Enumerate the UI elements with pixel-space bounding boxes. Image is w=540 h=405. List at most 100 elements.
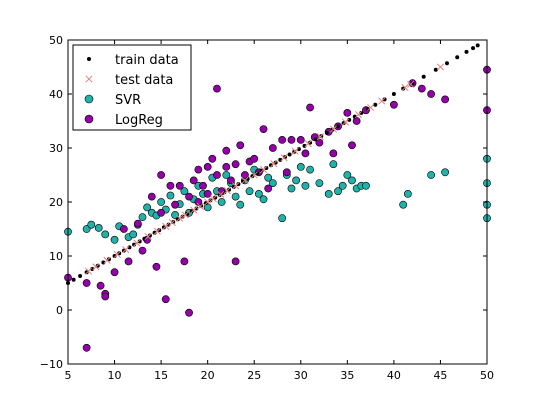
train-data-point — [324, 130, 329, 135]
train-data-point — [433, 67, 438, 72]
train-data-point — [236, 182, 241, 187]
logreg-point — [185, 192, 193, 201]
logreg-point — [199, 181, 207, 190]
test-data-point-stroke — [329, 125, 337, 133]
test-data-point-stroke — [407, 80, 415, 88]
train-data-point — [341, 121, 346, 126]
test-data-point-stroke — [232, 182, 240, 190]
train-data-point — [475, 43, 480, 48]
test-data-point — [280, 154, 288, 162]
svr-point — [245, 187, 254, 196]
logreg-point — [203, 189, 212, 198]
legend-item: SVR — [84, 93, 141, 108]
x-tick-label: 35 — [340, 369, 354, 382]
test-data-point-stroke — [162, 222, 170, 230]
svr-point — [101, 230, 110, 239]
train-data-point — [336, 124, 341, 129]
svr-point — [264, 173, 273, 182]
test-data-point-stroke — [204, 198, 212, 206]
train-data-point — [373, 102, 378, 107]
test-data-point-stroke — [304, 140, 312, 148]
legend-marker — [84, 94, 94, 104]
train-data-point — [106, 257, 111, 262]
test-data-point-stroke — [378, 97, 386, 105]
y-tick-label: 10 — [49, 250, 63, 263]
x-tick-label: 10 — [108, 369, 122, 382]
test-data-point-stroke — [84, 267, 93, 275]
svr-point — [403, 189, 412, 198]
train-data-point — [161, 225, 166, 230]
svr-point — [143, 203, 152, 212]
svr-point — [217, 198, 226, 206]
svr-point — [301, 181, 310, 190]
train-data-point — [471, 46, 476, 51]
test-data-point — [153, 227, 161, 235]
train-data-point — [121, 248, 126, 253]
test-data-point-stroke — [122, 245, 130, 254]
test-data-point-stroke — [133, 239, 141, 247]
svr-point — [129, 230, 138, 239]
logreg-point — [180, 257, 189, 266]
test-data-point-stroke — [217, 190, 225, 198]
test-data-point — [401, 83, 409, 92]
svr-point — [334, 187, 342, 196]
test-data-point-stroke — [144, 233, 152, 241]
logreg-point — [133, 219, 142, 228]
legend-label: test data — [115, 73, 173, 88]
logreg-point — [315, 138, 324, 147]
legend-item: test data — [85, 73, 173, 88]
test-data-point-stroke — [176, 214, 184, 222]
test-data-point-stroke — [103, 256, 111, 264]
logreg-point — [166, 181, 175, 190]
test-data-point — [250, 171, 258, 179]
test-data-point — [209, 195, 217, 203]
test-data-point-stroke — [209, 195, 217, 203]
logreg-point — [222, 162, 231, 171]
train-data-point — [308, 140, 313, 145]
logreg-point — [259, 125, 268, 134]
legend-box — [72, 44, 192, 131]
legend-item: LogReg — [84, 113, 163, 128]
svr-point — [348, 176, 356, 185]
train-data-point — [137, 239, 142, 244]
logreg-point — [96, 281, 105, 290]
logreg-point — [231, 160, 240, 169]
test-data-point — [316, 133, 324, 141]
test-data-point-stroke — [250, 171, 258, 179]
test-data-point — [168, 218, 176, 227]
svr-point — [306, 165, 314, 174]
train-data-point — [112, 254, 117, 258]
train-data-point — [410, 81, 415, 86]
logreg-point — [306, 103, 314, 112]
svr-point — [268, 179, 277, 187]
logreg-point — [348, 141, 356, 150]
logreg-point — [138, 246, 147, 255]
train-data-point — [287, 152, 292, 157]
test-data-point — [122, 245, 130, 254]
train-data-point — [185, 211, 190, 216]
train-data-point — [444, 61, 449, 66]
legend-label: train data — [115, 53, 179, 68]
legend: train data test data SVR LogReg — [72, 44, 192, 131]
logreg-point — [185, 308, 193, 317]
series-svr — [64, 154, 491, 244]
logreg-point — [101, 292, 110, 301]
train-data-point — [157, 228, 162, 233]
test-data-point — [162, 222, 170, 230]
train-data-point — [152, 230, 157, 235]
train-data-point — [382, 97, 387, 102]
test-data-point-stroke — [436, 63, 444, 71]
logreg-point — [203, 162, 212, 171]
train-data-point — [273, 160, 278, 165]
y-tick-label: 50 — [49, 34, 63, 47]
logreg-point — [441, 95, 449, 104]
legend-label: SVR — [115, 93, 141, 108]
train-data-point — [245, 176, 250, 181]
x-tick-label: 45 — [433, 369, 447, 382]
logreg-point — [189, 176, 198, 185]
logreg-point — [278, 135, 287, 144]
logreg-point — [194, 198, 203, 206]
train-data-point — [71, 277, 76, 282]
svr-point — [87, 220, 96, 229]
test-data-point — [217, 190, 225, 198]
